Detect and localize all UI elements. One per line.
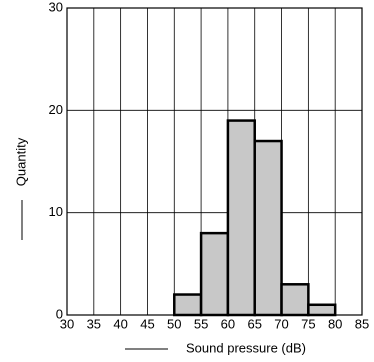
x-tick-label: 80 [328, 316, 342, 331]
plot-frame [66, 7, 363, 316]
x-tick-label: 30 [60, 316, 74, 331]
y-tick-label: 10 [49, 204, 63, 219]
y-tick-label: 0 [56, 306, 63, 321]
x-tick-label: 70 [274, 316, 288, 331]
x-tick-label: 85 [355, 316, 369, 331]
x-tick-label: 65 [247, 316, 261, 331]
x-tick-label: 55 [194, 316, 208, 331]
y-tick-label: 20 [49, 102, 63, 117]
x-tick-label: 35 [87, 316, 101, 331]
bar [199, 231, 230, 317]
x-tick-label: 45 [140, 316, 154, 331]
bar [253, 139, 283, 317]
bar [307, 303, 337, 317]
bar [226, 119, 256, 317]
bar [173, 293, 203, 317]
x-tick-label: 40 [113, 316, 127, 331]
y-axis-label: Quantity [13, 137, 28, 186]
x-axis-label: Sound pressure (dB) [186, 340, 306, 355]
y-tick-label: 30 [49, 0, 63, 14]
x-tick-label: 60 [221, 316, 235, 331]
bar [280, 283, 310, 317]
x-tick-label: 75 [301, 316, 315, 331]
x-tick-label: 50 [167, 316, 181, 331]
